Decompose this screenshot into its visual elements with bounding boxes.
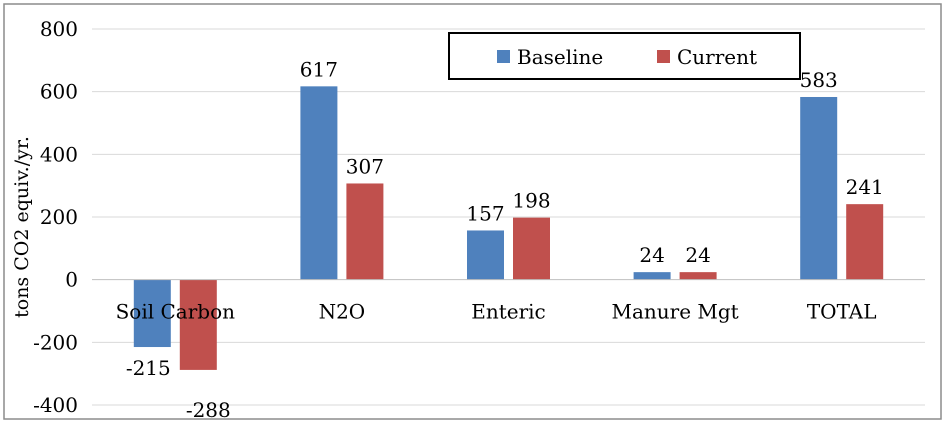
y-axis-ticks: 800 600 400 200 0 -200 -400	[33, 17, 78, 417]
bar-current	[346, 183, 384, 280]
legend-swatch-baseline	[497, 50, 510, 63]
y-tick-label: 200	[40, 205, 78, 229]
gridlines	[92, 28, 925, 406]
data-label-baseline: -215	[126, 356, 171, 380]
bar-baseline	[633, 272, 671, 280]
category-label: Manure Mgt	[611, 300, 738, 324]
y-tick-label: -400	[33, 393, 78, 417]
category-label: TOTAL	[807, 300, 877, 324]
data-label-baseline: 24	[639, 243, 664, 267]
y-tick-label: -200	[33, 330, 78, 354]
data-labels: -215 -288 617 307 157 198 24 24 583 241	[126, 57, 884, 422]
data-label-current: -288	[186, 398, 231, 422]
data-label-current: 24	[685, 243, 710, 267]
bar-current	[679, 272, 717, 280]
y-tick-label: 0	[65, 268, 78, 292]
data-label-current: 198	[512, 189, 550, 213]
legend-swatch-current	[657, 50, 670, 63]
category-label: Soil Carbon	[116, 300, 236, 324]
bar-current	[846, 204, 884, 280]
legend-label-baseline: Baseline	[517, 45, 603, 69]
data-label-baseline: 157	[466, 201, 504, 225]
category-labels: Soil Carbon N2O Enteric Manure Mgt TOTAL	[116, 300, 877, 324]
category-label: Enteric	[471, 300, 546, 324]
legend-label-current: Current	[677, 45, 757, 69]
legend: Baseline Current	[448, 32, 801, 80]
bar-current	[179, 279, 217, 370]
y-tick-label: 600	[40, 80, 78, 104]
bar-baseline	[467, 230, 504, 280]
bar-baseline	[133, 279, 171, 348]
data-label-baseline: 583	[800, 68, 838, 92]
data-label-baseline: 617	[300, 57, 338, 81]
bar-baseline	[800, 96, 838, 280]
data-label-current: 241	[846, 175, 884, 199]
y-tick-label: 400	[40, 142, 78, 166]
bar-current	[513, 217, 550, 280]
bars	[133, 86, 884, 370]
data-label-current: 307	[346, 154, 384, 178]
y-tick-label: 800	[40, 17, 78, 41]
category-label: N2O	[319, 300, 366, 324]
bar-baseline	[300, 86, 338, 280]
y-axis-label: tons CO2 equiv./yr.	[11, 136, 33, 318]
